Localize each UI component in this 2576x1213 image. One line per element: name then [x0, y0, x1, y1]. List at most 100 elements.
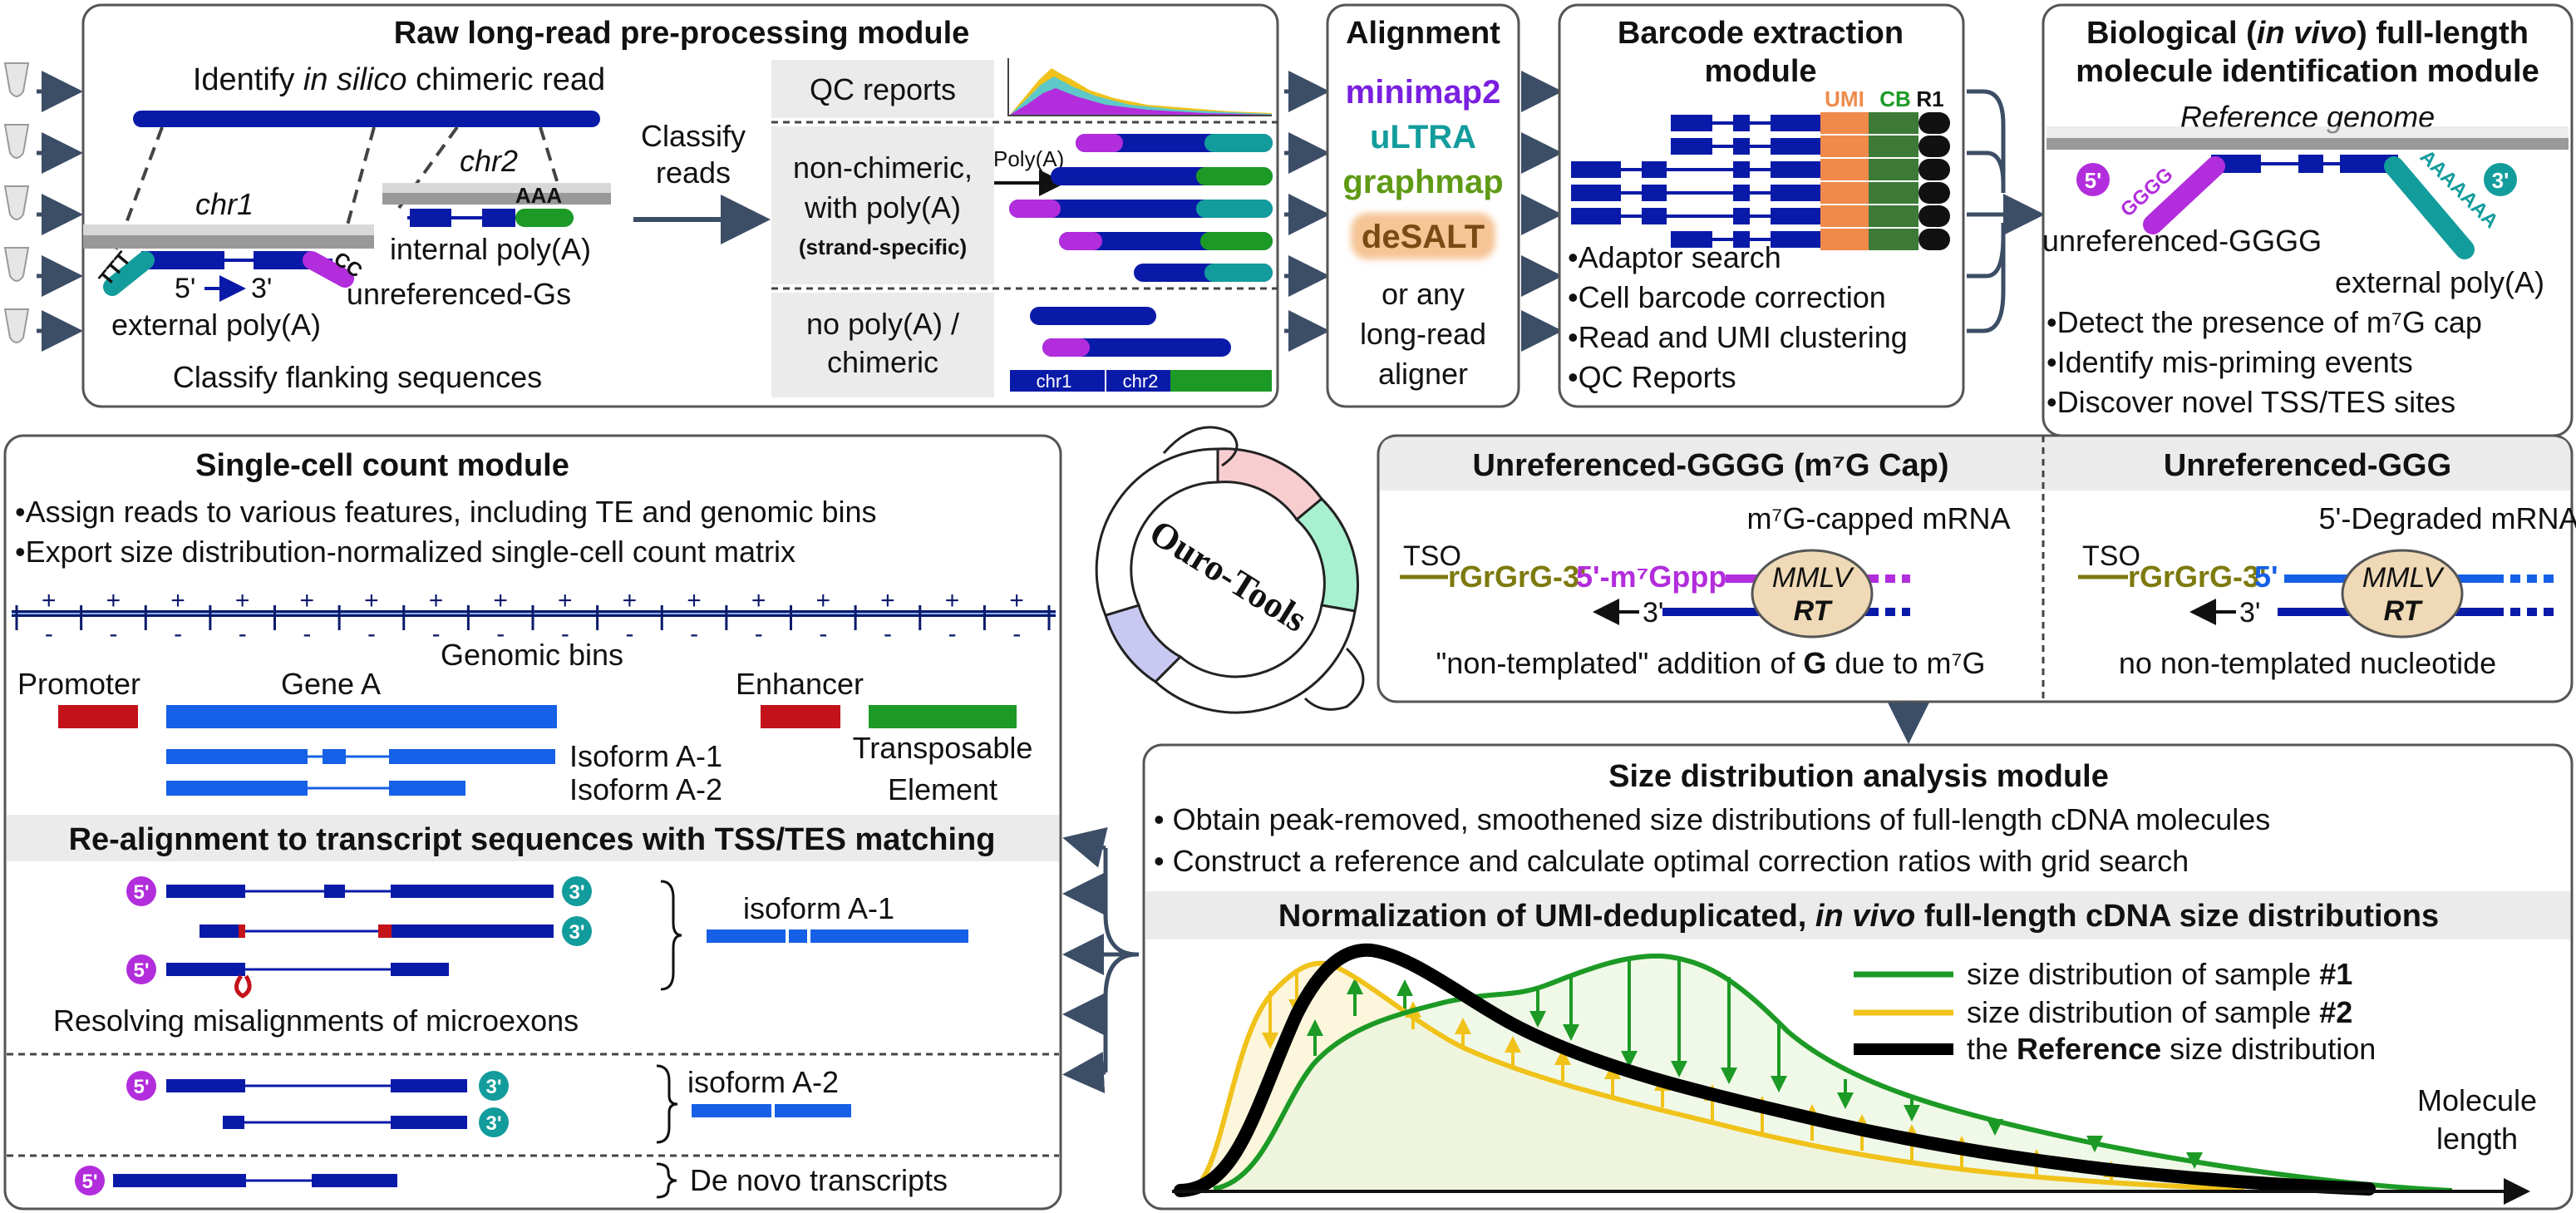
- plus-strand-mark: +: [816, 587, 831, 614]
- tso-right-label: TSO: [2082, 540, 2140, 572]
- nopolya-cell: [771, 293, 994, 397]
- norm-title: Normalization of UMI-deduplicated, in vi…: [1278, 899, 2439, 934]
- sc-bullet-1: •Assign reads to various features, inclu…: [15, 495, 877, 529]
- plus-strand-mark: +: [493, 587, 508, 614]
- chr1-small-label: chr1: [1037, 371, 1072, 392]
- plus-strand-mark: +: [880, 587, 895, 614]
- alignment-panel: Alignment minimap2 uLTRA graphmap deSALT…: [1326, 3, 1520, 408]
- size-legend: size distribution of sample #1 size dist…: [1854, 957, 2376, 1066]
- promoter-feature: [58, 705, 138, 728]
- barcode-bullet-2: •Cell barcode correction: [1568, 280, 1886, 314]
- nonchimeric-reads: [1009, 134, 1273, 282]
- cap-right-title: Unreferenced-GGG: [2164, 448, 2451, 483]
- bio-bullet-2: •Identify mis-priming events: [2047, 345, 2413, 379]
- nopolya-1: no poly(A) /: [806, 307, 959, 341]
- svg-text:MMLV: MMLV: [1772, 562, 1855, 594]
- cap-panel: Unreferenced-GGGG (m⁷G Cap) Unreferenced…: [1377, 434, 2576, 703]
- m7gppp-label: 5'-m⁷Gppp: [1576, 560, 1726, 594]
- minus-strand-mark: -: [755, 620, 763, 648]
- svg-text:5': 5': [133, 1076, 149, 1098]
- gggg-tail: [2143, 156, 2225, 234]
- size-curves: [1172, 943, 2530, 1205]
- polya-tail: [2384, 156, 2475, 259]
- gene-a-feature: [166, 705, 557, 728]
- bio-bullet-1: •Detect the presence of m⁷G cap: [2047, 305, 2482, 339]
- cap-left-title: Unreferenced-GGGG (m⁷G Cap): [1472, 448, 1948, 483]
- sc-bullet-2: •Export size distribution-normalized sin…: [15, 535, 795, 569]
- te-label-1: Transposable: [853, 731, 1033, 765]
- nonchim-2: with poly(A): [804, 190, 961, 224]
- chr2-label: chr2: [460, 144, 518, 178]
- barcode-title-1: Barcode extraction: [1618, 16, 1904, 51]
- svg-text:5': 5': [81, 1171, 97, 1193]
- size-bullet-2: • Construct a reference and calculate op…: [1154, 844, 2189, 878]
- chr2-bar: [382, 193, 611, 205]
- plus-strand-mark: +: [300, 587, 315, 614]
- isoform-a2-lower-label: isoform A-2: [687, 1065, 839, 1099]
- mmlv-rt-left: [1751, 549, 1874, 639]
- or-any-3: aligner: [1378, 357, 1468, 391]
- enhancer-feature: [761, 705, 840, 728]
- bin-ticks: + - + - + - + - + - + - + - + - + - + - + - + - + - + - + - + -: [15, 587, 1051, 648]
- identify-text: Identify in silico chimeric read: [193, 62, 605, 97]
- logo-text: Ouro-Tools: [1142, 512, 1313, 640]
- bio-bullet-3: •Discover novel TSS/TES sites: [2047, 385, 2455, 419]
- plus-strand-mark: +: [687, 587, 702, 614]
- nopolya-2: chimeric: [827, 345, 938, 379]
- polyt-tail: [103, 251, 155, 296]
- five-prime-badge: [2076, 163, 2110, 196]
- minus-strand-mark: -: [367, 620, 376, 648]
- plus-strand-mark: +: [42, 587, 57, 614]
- bio-title-1: Biological (in vivo) full-length: [2086, 16, 2529, 51]
- minus-strand-mark: -: [174, 620, 182, 648]
- sample-2-curve: [1188, 960, 2245, 1191]
- qc-label: QC reports: [810, 72, 956, 106]
- nontemplated-note: "non-templated" addition of G due to m⁷G: [1436, 646, 1986, 680]
- tube-icons: [3, 62, 30, 343]
- raw-to-alignment-arrows: [1284, 71, 1330, 352]
- bio-external-polya-label: external poly(A): [2335, 265, 2544, 299]
- minus-strand-mark: -: [948, 620, 957, 648]
- plus-strand-mark: +: [945, 587, 960, 614]
- svg-text:5': 5': [133, 881, 149, 904]
- minus-strand-mark: -: [109, 620, 117, 648]
- or-any-1: or any: [1382, 277, 1465, 311]
- chr1-bar: [83, 235, 374, 249]
- minus-strand-mark: -: [625, 620, 633, 648]
- capped-mrna-label: m⁷G-capped mRNA: [1746, 501, 2010, 535]
- legend-sample-1: size distribution of sample #1: [1967, 957, 2352, 991]
- svg-text:3': 3': [485, 1076, 501, 1098]
- sample-1-curve: [1213, 953, 2453, 1193]
- tool-graphmap: graphmap: [1342, 164, 1503, 200]
- minus-strand-mark: -: [884, 620, 892, 648]
- size-to-sc-arrows: [1062, 826, 1139, 1094]
- plus-strand-mark: +: [623, 587, 638, 614]
- isoform-a1-label: Isoform A-1: [569, 739, 722, 773]
- plus-strand-mark: +: [558, 587, 573, 614]
- isoform-a1-lower-label: isoform A-1: [743, 891, 894, 925]
- cb-label: CB: [1879, 86, 1911, 111]
- svg-text:3': 3': [569, 921, 584, 944]
- minus-strand-mark: -: [496, 620, 505, 648]
- unref-gggg-label: unreferenced-GGGG: [2042, 224, 2322, 258]
- minus-strand-mark: -: [819, 620, 827, 648]
- svg-text:5': 5': [2254, 560, 2278, 594]
- classify-reads-1: Classify: [641, 119, 746, 153]
- tube-icon: [3, 62, 30, 97]
- single-cell-panel: Single-cell count module •Assign reads t…: [3, 434, 1062, 1211]
- legend-reference: the Reference size distribution: [1967, 1032, 2376, 1066]
- svg-text:3': 3': [2239, 597, 2260, 629]
- minus-strand-mark: -: [303, 620, 311, 648]
- r1-label: R1: [1916, 86, 1943, 111]
- size-panel: Size distribution analysis module • Obta…: [1142, 743, 2574, 1211]
- barcode-bullet-4: •QC Reports: [1568, 360, 1736, 394]
- denovo-group: 5' De novo transcripts: [75, 1162, 948, 1199]
- plus-strand-mark: +: [364, 587, 379, 614]
- umi-label: UMI: [1825, 86, 1864, 111]
- tso-left-label: TSO: [1403, 540, 1461, 572]
- aaa-label: AAA: [515, 183, 563, 208]
- realign-title: Re-alignment to transcript sequences wit…: [69, 822, 996, 857]
- rgrgrg-right-label: rGrGrG-3': [2128, 560, 2267, 594]
- input-arrows: [37, 71, 83, 352]
- plus-strand-mark: +: [170, 587, 185, 614]
